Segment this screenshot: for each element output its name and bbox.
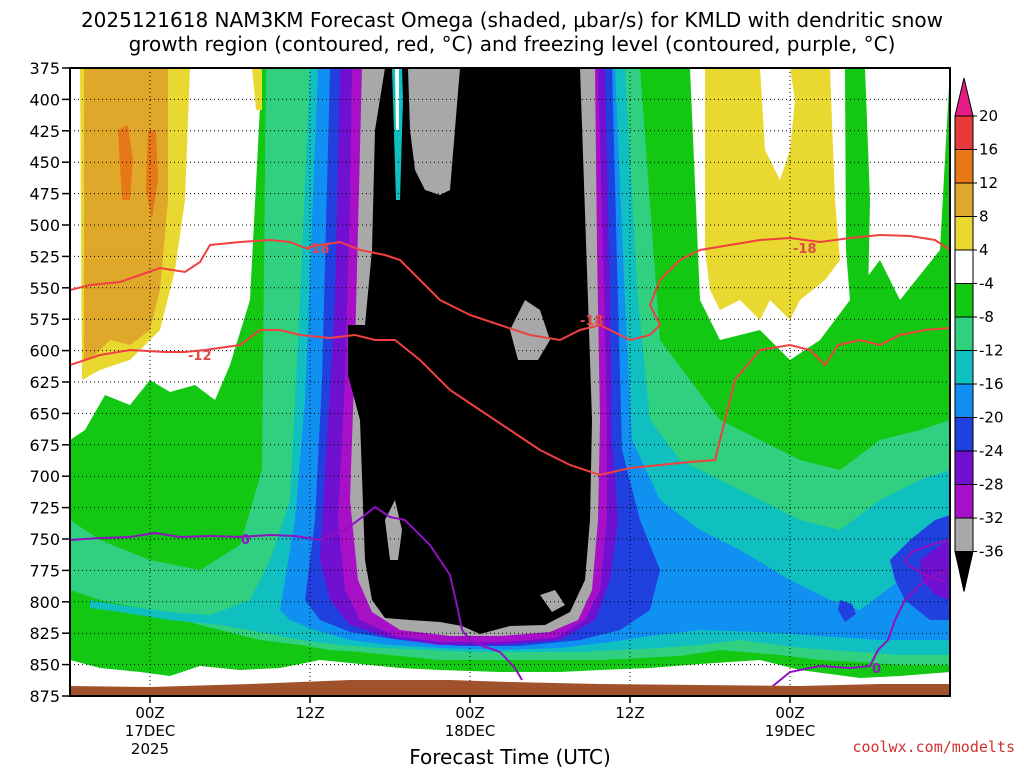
colorbar: 20 16 12 8 4 -4 -8 -12 -16 -20 -24 -28 -32 -36 — [954, 77, 1004, 592]
y-tick-label: 600 — [29, 342, 60, 361]
colorbar-segment — [954, 517, 974, 552]
freezing-level-contours — [70, 505, 950, 691]
colorbar-segment — [954, 350, 974, 385]
grid-lines — [70, 68, 950, 696]
dgz-contours — [70, 233, 950, 477]
colorbar-tick-label: 8 — [979, 208, 989, 226]
colorbar-segment — [954, 383, 974, 418]
y-tick-label: 675 — [29, 436, 60, 455]
y-tick-label: 425 — [29, 122, 60, 141]
colorbar-segment — [954, 316, 974, 351]
omega-band-yellow-topleft — [252, 68, 262, 110]
y-tick-label: 825 — [29, 624, 60, 643]
y-tick-label: 625 — [29, 373, 60, 392]
x-tick-label: 00Z — [455, 704, 484, 722]
y-tick-label: 725 — [29, 499, 60, 518]
contour-label-dgz-minus18-a: -18 — [306, 242, 330, 257]
y-tick-label: 775 — [29, 561, 60, 580]
colorbar-segment — [954, 115, 974, 150]
colorbar-tick-label: 20 — [979, 107, 998, 125]
ground-terrain — [70, 680, 950, 696]
x-axis-label: Forecast Time (UTC) — [409, 745, 611, 768]
colorbar-segment — [954, 283, 974, 318]
colorbar-segment — [954, 417, 974, 452]
y-tick-label: 500 — [29, 216, 60, 235]
freezing-contour-0-right — [767, 539, 950, 691]
y-tick-label: 475 — [29, 185, 60, 204]
dgz-contour-minus18-upper — [70, 233, 950, 342]
y-tick-label: 750 — [29, 530, 60, 549]
contour-label-dgz-minus12: -12 — [188, 349, 212, 364]
colorbar-tick-label: -4 — [979, 275, 994, 293]
colorbar-cap-bottom — [954, 551, 974, 592]
chart-title-line2: growth region (contoured, red, °C) and f… — [129, 32, 896, 56]
freezing-contour-0-left — [70, 505, 523, 681]
colorbar-tick-label: 16 — [979, 141, 998, 159]
colorbar-segment — [954, 484, 974, 519]
omega-island-gray-b — [510, 300, 550, 360]
contour-label-dgz-minus18-c: -18 — [793, 242, 817, 257]
y-tick-label: 700 — [29, 467, 60, 486]
y-tick-label: 650 — [29, 404, 60, 423]
colorbar-tick-label: -12 — [979, 342, 1004, 360]
y-tick-label: 525 — [29, 247, 60, 266]
x-tick-label: 17DEC — [125, 722, 176, 740]
colorbar-tick-label: -16 — [979, 375, 1004, 393]
colorbar-tick-label: -36 — [979, 543, 1004, 561]
omega-band-gold-left — [84, 68, 168, 360]
omega-shading — [70, 68, 950, 678]
colorbar-tick-label: 4 — [979, 241, 989, 259]
omega-band-orange-left — [118, 125, 158, 220]
chart-title-line1: 2025121618 NAM3KM Forecast Omega (shaded… — [81, 8, 943, 32]
y-tick-label: 400 — [29, 90, 60, 109]
y-tick-label: 875 — [29, 687, 60, 706]
y-tick-label: 375 — [29, 59, 60, 78]
contour-label-dgz-minus18-b: -18 — [580, 314, 604, 329]
colorbar-segment — [954, 149, 974, 184]
omega-band-white-right-gap — [760, 68, 795, 180]
x-tick-label: 00Z — [775, 704, 804, 722]
dgz-contour-minus12-lower — [70, 327, 950, 477]
x-tick-label: 12Z — [615, 704, 644, 722]
contour-label-freezing-0-b: 0 — [872, 662, 881, 677]
omega-band-green-strip-right — [845, 68, 870, 300]
x-tick-label: 2025 — [131, 740, 169, 758]
colorbar-tick-label: 12 — [979, 174, 998, 192]
contour-labels: -18 -18 -18 -12 0 0 — [188, 242, 881, 677]
omega-island-gray-a — [385, 500, 402, 560]
y-tick-label: 450 — [29, 153, 60, 172]
colorbar-tick-label: -20 — [979, 409, 1004, 427]
plot-area — [70, 68, 950, 696]
y-axis-pressure: 375 400 425 450 475 500 525 550 575 600 625 650 675 7… — [29, 59, 70, 706]
colorbar-tick-label: -8 — [979, 308, 994, 326]
colorbar-tick-label: -28 — [979, 476, 1004, 494]
colorbar-tick-label: -32 — [979, 509, 1004, 527]
colorbar-cap-top — [954, 77, 974, 117]
y-tick-label: 575 — [29, 310, 60, 329]
omega-streak-white — [395, 68, 399, 130]
watermark: coolwx.com/modelts — [852, 738, 1015, 756]
x-tick-label: 12Z — [295, 704, 324, 722]
y-tick-label: 850 — [29, 656, 60, 675]
colorbar-segment — [954, 182, 974, 217]
colorbar-segment — [954, 216, 974, 251]
contour-label-freezing-0-a: 0 — [241, 533, 250, 548]
y-tick-label: 800 — [29, 593, 60, 612]
omega-streak-cyan — [392, 68, 403, 200]
x-tick-label: 18DEC — [445, 722, 496, 740]
colorbar-tick-label: -24 — [979, 442, 1004, 460]
colorbar-segment — [954, 450, 974, 485]
colorbar-segment — [954, 249, 974, 284]
omega-island-gray-c — [540, 590, 565, 612]
x-tick-label: 00Z — [135, 704, 164, 722]
y-tick-label: 550 — [29, 279, 60, 298]
x-tick-label: 19DEC — [765, 722, 816, 740]
